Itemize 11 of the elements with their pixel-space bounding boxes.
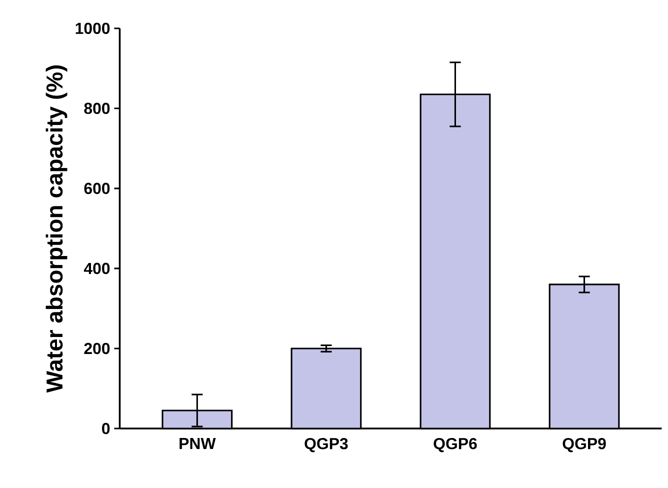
x-tick-label: QGP9 (562, 438, 606, 452)
y-tick-label: 800 (84, 102, 110, 114)
y-tick-label: 200 (84, 342, 110, 354)
y-tick-label: 1000 (76, 22, 110, 34)
x-tick-label: PNW (180, 438, 216, 449)
y-tick-label: 600 (84, 182, 110, 194)
y-tick-label: 400 (84, 262, 110, 274)
x-tick-label: QGP3 (304, 438, 348, 452)
y-tick-label: 0 (102, 422, 110, 434)
x-tick-label: QGP6 (434, 438, 477, 452)
y-axis-title: Water absorption capacity (%) (46, 65, 68, 392)
